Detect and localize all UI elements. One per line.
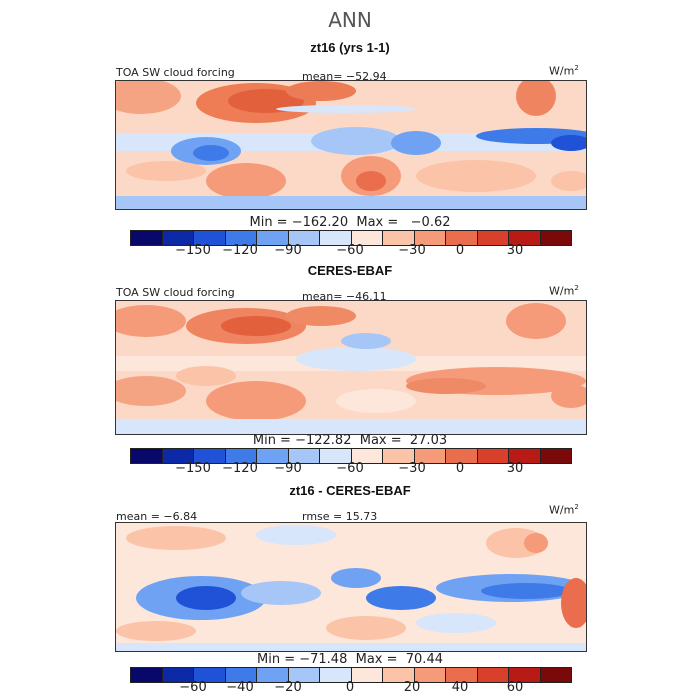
panel-3-tick: 0 [345,680,355,695]
colorbar-swatch [509,449,541,463]
panel-2-tick: −30 [398,461,426,476]
colorbar-swatch [320,449,352,463]
panel-2-tick: 30 [506,461,524,476]
colorbar-swatch [225,449,257,463]
colorbar-swatch [257,231,289,245]
colorbar-swatch [288,449,320,463]
panel-3-map [115,522,587,652]
panel-3-tick: 20 [403,680,421,695]
panel-1-tick: −30 [398,243,426,258]
colorbar-swatch [477,449,509,463]
panel-1-tick: −120 [222,243,258,258]
colorbar-swatch [446,668,478,682]
colorbar-swatch [477,668,509,682]
colorbar-swatch [383,449,415,463]
colorbar-swatch [162,231,194,245]
panel-3-title: zt16 - CERES-EBAF [289,483,411,498]
colorbar-swatch [131,231,163,245]
colorbar-swatch [414,668,446,682]
colorbar-swatch [477,231,509,245]
panel-1-field-label: TOA SW cloud forcing [116,66,235,79]
panel-2-field-label: TOA SW cloud forcing [116,286,235,299]
colorbar-swatch [446,231,478,245]
panel-1-colorbar [130,230,572,246]
colorbar-swatch [446,449,478,463]
colorbar-swatch [320,668,352,682]
panel-3-tick: −20 [274,680,302,695]
colorbar-swatch [194,231,226,245]
colorbar-swatch [540,449,571,463]
panel-1-tick: −150 [175,243,211,258]
colorbar-swatch [351,231,383,245]
colorbar-swatch [194,668,226,682]
panel-1-unit-label: W/m2 [549,64,579,78]
colorbar-swatch [320,231,352,245]
colorbar-swatch [414,449,446,463]
panel-2-colorbar [130,448,572,464]
panel-3-rmse-label: rmse = 15.73 [302,510,378,523]
panel-1-tick: 30 [506,243,524,258]
panel-2-tick: −90 [274,461,302,476]
panel-3-mean-label: mean = −6.84 [116,510,198,523]
colorbar-swatch [288,231,320,245]
colorbar-swatch [383,231,415,245]
panel-3-tick: 40 [451,680,469,695]
panel-3-tick: −40 [226,680,254,695]
panel-1-map [115,80,587,210]
panel-2-mean-label: mean= −46.11 [302,290,387,303]
colorbar-swatch [131,449,163,463]
panel-2-unit-label: W/m2 [549,284,579,298]
panel-2-title: CERES-EBAF [307,263,393,278]
panel-1-title: zt16 (yrs 1-1) [310,40,390,55]
panel-2-tick: 0 [455,461,465,476]
colorbar-swatch [257,668,289,682]
colorbar-swatch [414,231,446,245]
panel-3-tick: 60 [506,680,524,695]
panel-1-tick: −60 [336,243,364,258]
panel-2-tick: −150 [175,461,211,476]
colorbar-swatch [162,668,194,682]
colorbar-swatch [162,449,194,463]
panel-1-minmax: Min = −162.20 Max = −0.62 [249,215,451,230]
colorbar-swatch [540,231,571,245]
panel-1-tick: 0 [455,243,465,258]
panel-2-map [115,300,587,435]
panel-2-tick: −60 [336,461,364,476]
colorbar-swatch [225,668,257,682]
colorbar-swatch [509,231,541,245]
panel-2-minmax: Min = −122.82 Max = 27.03 [252,433,448,448]
panel-2-tick: −120 [222,461,258,476]
colorbar-swatch [351,668,383,682]
panel-2-map-field [116,301,586,434]
colorbar-swatch [288,668,320,682]
panel-3-colorbar [130,667,572,683]
colorbar-swatch [194,449,226,463]
colorbar-swatch [225,231,257,245]
panel-3-minmax: Min = −71.48 Max = 70.44 [257,652,443,667]
panel-1-tick: −90 [274,243,302,258]
panel-1-mean-label: mean= −52.94 [302,70,387,83]
colorbar-swatch [509,668,541,682]
panel-3-map-field [116,523,586,651]
colorbar-swatch [540,668,571,682]
colorbar-swatch [257,449,289,463]
panel-1-map-field [116,81,586,209]
colorbar-swatch [351,449,383,463]
colorbar-swatch [131,668,163,682]
colorbar-swatch [383,668,415,682]
panel-3-tick: −60 [179,680,207,695]
main-title: ANN [328,8,372,32]
panel-3-unit-label: W/m2 [549,503,579,517]
